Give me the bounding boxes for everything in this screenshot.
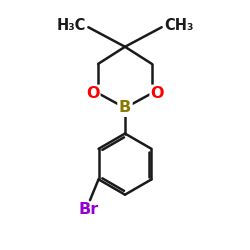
Text: CH₃: CH₃ [164,18,194,34]
Text: O: O [150,86,164,101]
Text: O: O [86,86,100,101]
Text: H₃C: H₃C [56,18,86,34]
Text: Br: Br [79,202,99,218]
Text: B: B [119,100,131,116]
